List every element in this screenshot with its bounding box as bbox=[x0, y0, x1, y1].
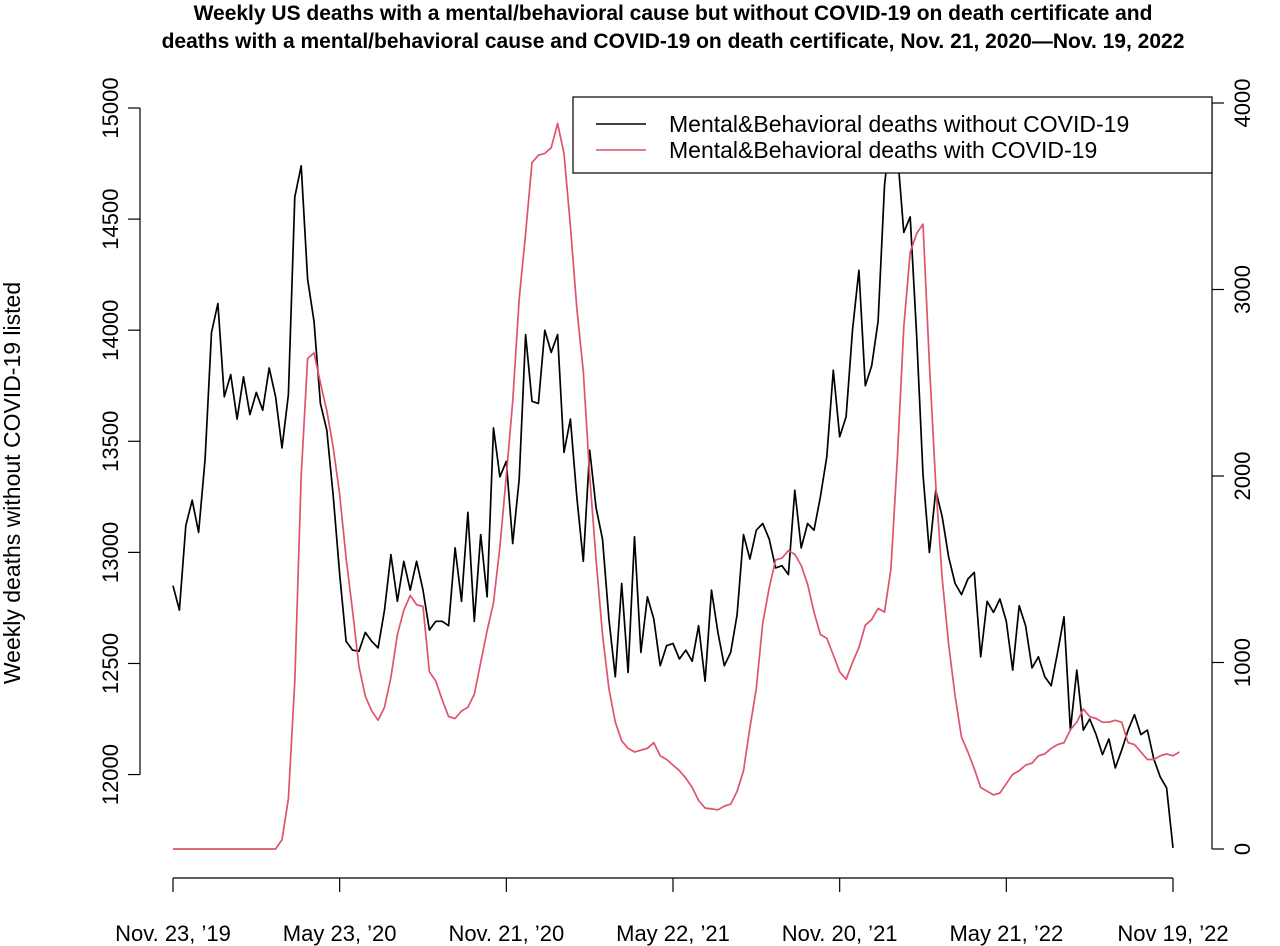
series-line-with-covid bbox=[173, 122, 1180, 850]
y-left-tick-label: 14500 bbox=[98, 189, 123, 250]
y-right-tick-label: 2000 bbox=[1230, 452, 1255, 501]
y-left-tick-label: 13000 bbox=[98, 522, 123, 583]
y-right-tick-label: 3000 bbox=[1230, 265, 1255, 314]
y-left-tick-label: 14000 bbox=[98, 300, 123, 361]
x-tick-label: Nov. 23, ’19 bbox=[115, 921, 231, 946]
y-right-tick-label: 4000 bbox=[1230, 79, 1255, 128]
y-left-tick-label: 15000 bbox=[98, 77, 123, 138]
y-right-tick-label: 0 bbox=[1230, 843, 1255, 855]
y-left-tick-label: 13500 bbox=[98, 411, 123, 472]
x-tick-label: Nov 19, ’22 bbox=[1117, 921, 1228, 946]
y-left-tick-label: 12000 bbox=[98, 744, 123, 805]
y-right-tick-label: 1000 bbox=[1230, 638, 1255, 687]
legend-label-with-covid: Mental&Behavioral deaths with COVID-19 bbox=[669, 137, 1097, 163]
legend-label-without-covid: Mental&Behavioral deaths without COVID-1… bbox=[669, 111, 1129, 137]
x-tick-label: May 22, ’21 bbox=[616, 921, 730, 946]
y-left-axis: 12000 12500 13000 13500 14000 14500 15000 bbox=[98, 77, 141, 805]
x-tick-label: May 23, ’20 bbox=[283, 921, 397, 946]
x-tick-label: May 21, ’22 bbox=[949, 921, 1063, 946]
y-left-tick-label: 12500 bbox=[98, 633, 123, 694]
y-right-axis: 0 1000 2000 3000 4000 bbox=[1211, 79, 1255, 855]
chart-title-line-2: deaths with a mental/behavioral cause an… bbox=[162, 30, 1185, 53]
chart-title-line-1: Weekly US deaths with a mental/behaviora… bbox=[194, 2, 1153, 25]
x-tick-label: Nov. 21, ’20 bbox=[448, 921, 564, 946]
plot-lines bbox=[172, 122, 1180, 850]
series-line-without-covid bbox=[172, 124, 1174, 848]
legend: Mental&Behavioral deaths without COVID-1… bbox=[572, 96, 1213, 174]
y-axis-label-left: Weekly deaths without COVID-19 listed bbox=[0, 282, 25, 684]
legend-box bbox=[572, 96, 1213, 174]
x-tick-label: Nov. 20, ’21 bbox=[782, 921, 898, 946]
x-axis: Nov. 23, ’19 May 23, ’20 Nov. 21, ’20 May 2… bbox=[115, 877, 1229, 946]
